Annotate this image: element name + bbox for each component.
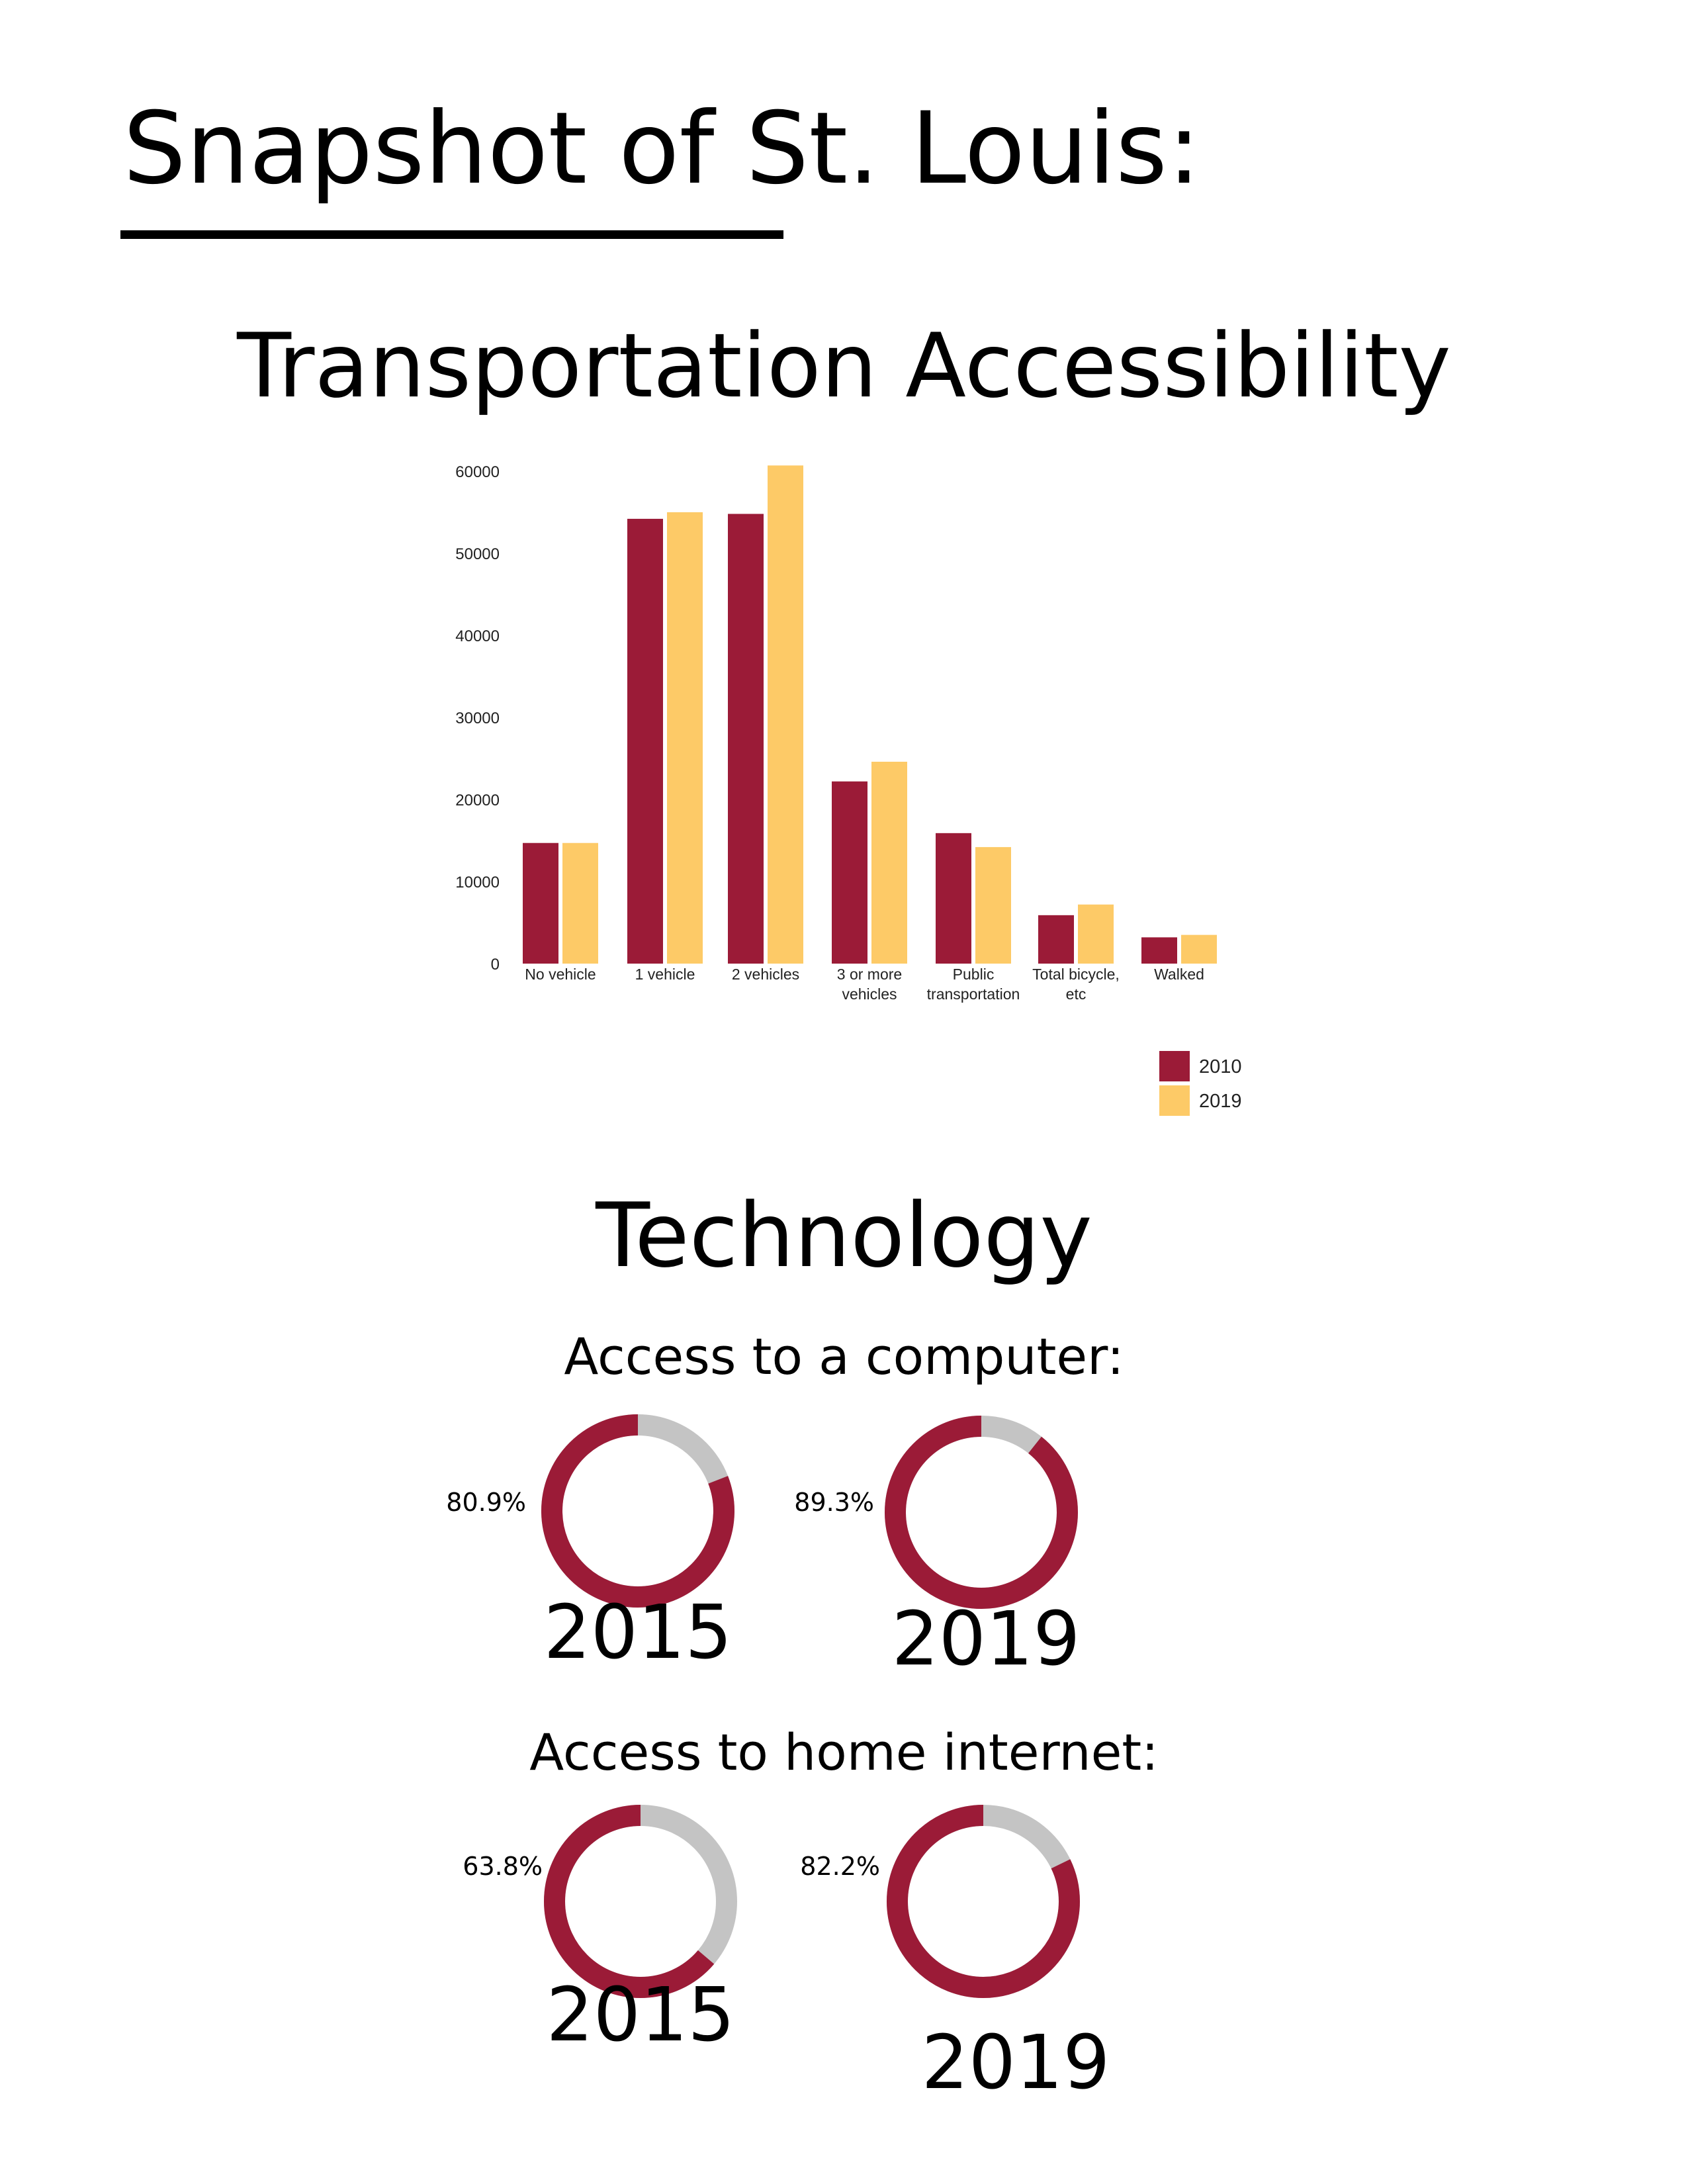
donut-remainder-ring [541,1414,734,1608]
y-tick-label: 50000 [455,545,500,563]
donut-year-label: 2019 [891,1596,1080,1682]
donut-remainder-ring [885,1416,1078,1609]
donut-year-label: 2015 [546,1972,734,2058]
bar-2010 [523,842,558,964]
bar-2010 [627,518,663,964]
donut-percent-label: 63.8% [463,1852,543,1881]
donut-value-arc [887,1805,1080,1998]
donut-value-arc [544,1805,737,1998]
bar-2019 [768,465,803,964]
x-tick-label: Walked [1154,966,1204,983]
legend-swatch-2010 [1159,1051,1190,1081]
x-tick-label: transportation [927,985,1020,1003]
y-tick-label: 0 [491,956,500,974]
bar-2010 [936,833,971,964]
x-tick-label: No vehicle [525,966,596,983]
donut-percent-label: 80.9% [446,1488,526,1517]
donut-remainder-ring [544,1805,737,1998]
donut-percent-label: 89.3% [794,1488,874,1517]
donut-value-arc [885,1416,1078,1609]
legend-label-2010: 2010 [1199,1056,1242,1077]
donut-percent-label: 82.2% [800,1852,880,1881]
section-title-transportation: Transportation Accessibility [237,314,1451,418]
x-tick-label: 1 vehicle [635,966,695,983]
subtitle-computer-access: Access to a computer: [564,1327,1124,1386]
y-tick-label: 10000 [455,874,500,891]
legend-label-2019: 2019 [1199,1091,1242,1112]
x-tick-label: Public [953,966,995,983]
subtitle-internet-access: Access to home internet: [529,1723,1159,1782]
legend-swatch-2019 [1159,1085,1190,1116]
y-tick-label: 40000 [455,627,500,645]
donut-value-arc [541,1414,734,1608]
bar-2010 [728,514,764,964]
x-tick-label: 3 or more [837,966,902,983]
donut-year-label: 2015 [543,1590,732,1676]
bar-2019 [667,512,703,964]
title-underline [120,230,783,239]
donut-remainder-ring [887,1805,1080,1998]
bar-2010 [1141,937,1177,964]
bar-2019 [1078,904,1114,964]
bar-2019 [562,842,598,964]
bar-2019 [975,846,1011,964]
x-tick-label: Total bicycle, [1032,966,1120,983]
section-title-technology: Technology [596,1184,1092,1287]
y-tick-label: 30000 [455,709,500,727]
transportation-bar-chart: 0 10000 20000 30000 40000 50000 60000 No vehicl… [455,463,1242,1116]
bar-2010 [1038,915,1074,964]
bar-2019 [1181,934,1217,964]
y-tick-label: 60000 [455,463,500,481]
y-tick-label: 20000 [455,792,500,809]
bar-2019 [871,761,907,964]
donut-year-label: 2019 [921,2020,1110,2106]
x-tick-label: vehicles [842,985,897,1003]
bar-2010 [832,781,867,964]
x-tick-label: etc [1066,985,1087,1003]
x-tick-label: 2 vehicles [732,966,799,983]
page-title: Snapshot of St. Louis: [123,91,1201,206]
